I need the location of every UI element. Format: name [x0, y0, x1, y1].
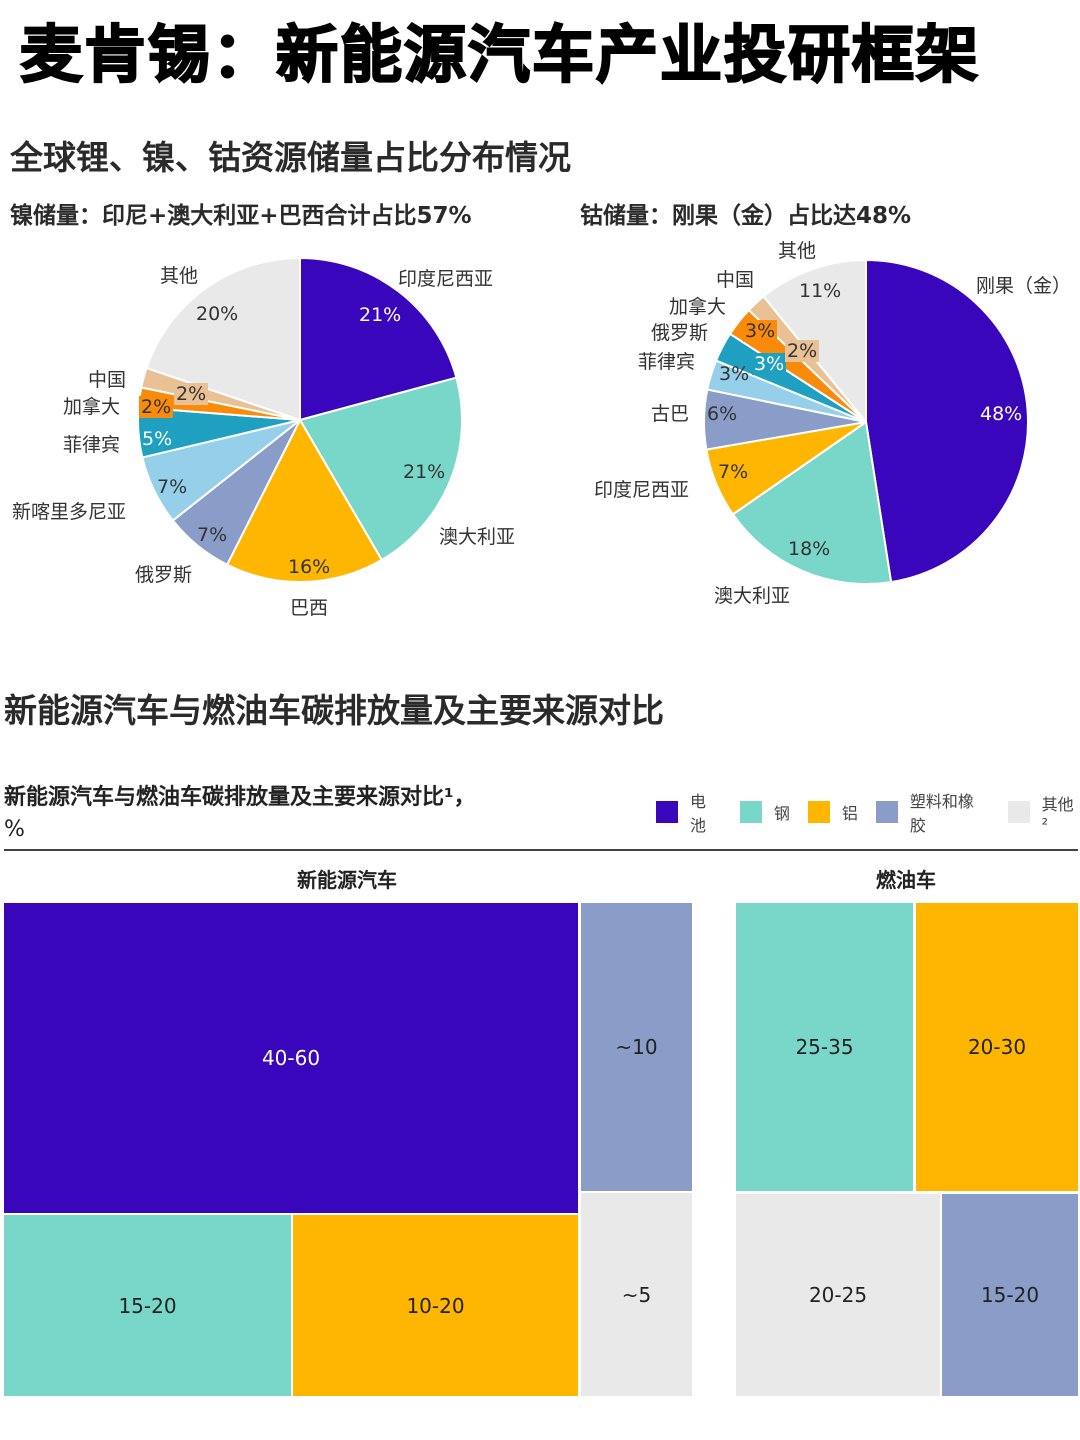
- nickel-pie-chart: [137, 256, 463, 583]
- nickel-pct-other: 20%: [196, 303, 239, 325]
- nickel-label-other: 其他: [160, 265, 199, 287]
- nickel-label-new-caledonia: 新喀里多尼亚: [12, 501, 127, 523]
- nickel-pct-indonesia: 21%: [359, 304, 402, 326]
- pie-slice: [145, 256, 301, 422]
- nickel-label-indonesia: 印度尼西亚: [398, 268, 494, 290]
- legend-label-other: 其他²: [1041, 794, 1074, 834]
- ev-tile-aluminum: 10-20: [293, 1215, 578, 1396]
- legend-label-aluminum: 铝: [841, 804, 858, 823]
- nickel-subtitle: 镍储量：印尼+澳大利亚+巴西合计占比57%: [10, 203, 472, 229]
- legend-item-aluminum: 铝: [807, 800, 858, 824]
- legend-swatch-steel: [739, 801, 762, 823]
- nickel-label-china: 中国: [88, 369, 127, 391]
- cobalt-label-china: 中国: [716, 269, 755, 291]
- nickel-label-australia: 澳大利亚: [439, 526, 516, 548]
- ev-tile-steel: 15-20: [4, 1215, 291, 1396]
- page-title: 麦肯锡：新能源汽车产业投研框架: [19, 17, 981, 92]
- pie-slice: [299, 256, 458, 422]
- legend-swatch-aluminum: [807, 801, 830, 823]
- ev-tile-battery: 40-60: [4, 903, 578, 1213]
- cobalt-pct-china: 2%: [785, 340, 820, 362]
- cobalt-pct-other: 11%: [799, 280, 842, 302]
- ice-tile-plastic-rubber: 15-20: [942, 1194, 1078, 1396]
- legend-swatch-other: [1007, 801, 1030, 823]
- legend-swatch-plastic-rubber: [875, 801, 898, 823]
- cobalt-pct-australia: 18%: [788, 538, 831, 560]
- ice-group-title: 燃油车: [876, 868, 936, 892]
- nickel-pct-new-caledonia: 7%: [157, 476, 188, 498]
- legend-label-steel: 钢: [773, 804, 790, 823]
- legend-item-other: 其他²: [1007, 791, 1080, 834]
- pie-slice: [298, 376, 463, 562]
- nickel-pct-brazil: 16%: [288, 556, 331, 578]
- nickel-pct-russia: 7%: [197, 524, 228, 546]
- cobalt-label-philippines: 菲律宾: [638, 351, 696, 373]
- emissions-legend: 电池 钢 铝 塑料和橡胶 其他²: [656, 788, 1080, 836]
- emissions-chart-unit: %: [4, 817, 25, 842]
- legend-label-plastic-rubber: 塑料和橡胶: [909, 792, 974, 835]
- cobalt-pct-cuba: 6%: [707, 403, 738, 425]
- cobalt-pct-canada: 3%: [743, 320, 778, 342]
- nickel-label-canada: 加拿大: [63, 396, 121, 418]
- emissions-chart-title-line1: 新能源汽车与燃油车碳排放量及主要来源对比¹，: [4, 785, 476, 810]
- cobalt-pct-indonesia: 7%: [718, 461, 749, 483]
- nickel-pct-philippines: 5%: [142, 428, 173, 450]
- emissions-section-title: 新能源汽车与燃油车碳排放量及主要来源对比: [4, 691, 664, 730]
- ev-group-title: 新能源汽车: [297, 868, 397, 892]
- cobalt-label-australia: 澳大利亚: [714, 585, 791, 607]
- legend-label-battery: 电池: [689, 792, 706, 835]
- legend-item-battery: 电池: [656, 788, 722, 836]
- cobalt-label-cuba: 古巴: [651, 403, 690, 425]
- pie-slice: [865, 258, 1029, 584]
- nickel-label-philippines: 菲律宾: [63, 434, 121, 456]
- pie-slice: [731, 420, 893, 585]
- cobalt-pct-philippines: 3%: [719, 363, 750, 385]
- cobalt-label-other: 其他: [778, 240, 817, 262]
- cobalt-label-russia: 俄罗斯: [651, 322, 709, 344]
- legend-item-steel: 钢: [739, 800, 790, 824]
- nickel-label-russia: 俄罗斯: [135, 564, 193, 586]
- ice-tile-steel: 25-35: [736, 903, 913, 1191]
- cobalt-pct-russia: 3%: [752, 353, 787, 375]
- emissions-chart-title: 新能源汽车与燃油车碳排放量及主要来源对比¹， %: [4, 782, 476, 846]
- ev-tile-plastic-rubber: ~10: [581, 903, 692, 1191]
- ice-tile-aluminum: 20-30: [916, 903, 1078, 1191]
- divider-rule: [4, 849, 1078, 851]
- cobalt-pct-drc: 48%: [980, 403, 1023, 425]
- nickel-pct-china: 2%: [174, 383, 209, 405]
- pie-slice: [225, 417, 384, 583]
- cobalt-subtitle: 钴储量：刚果（金）占比达48%: [580, 203, 912, 229]
- legend-item-plastic-rubber: 塑料和橡胶: [875, 788, 990, 836]
- ice-tile-other: 20-25: [736, 1194, 940, 1396]
- ev-tile-other: ~5: [581, 1193, 692, 1396]
- reserves-section-title: 全球锂、镍、钴资源储量占比分布情况: [10, 138, 571, 177]
- cobalt-label-indonesia: 印度尼西亚: [594, 479, 690, 501]
- cobalt-pie-chart: [703, 258, 1029, 585]
- legend-swatch-battery: [656, 801, 678, 823]
- cobalt-label-canada: 加拿大: [669, 296, 727, 318]
- cobalt-label-drc: 刚果（金）: [976, 275, 1072, 297]
- nickel-pct-australia: 21%: [403, 461, 446, 483]
- nickel-pct-canada: 2%: [139, 396, 174, 418]
- nickel-label-brazil: 巴西: [290, 597, 329, 619]
